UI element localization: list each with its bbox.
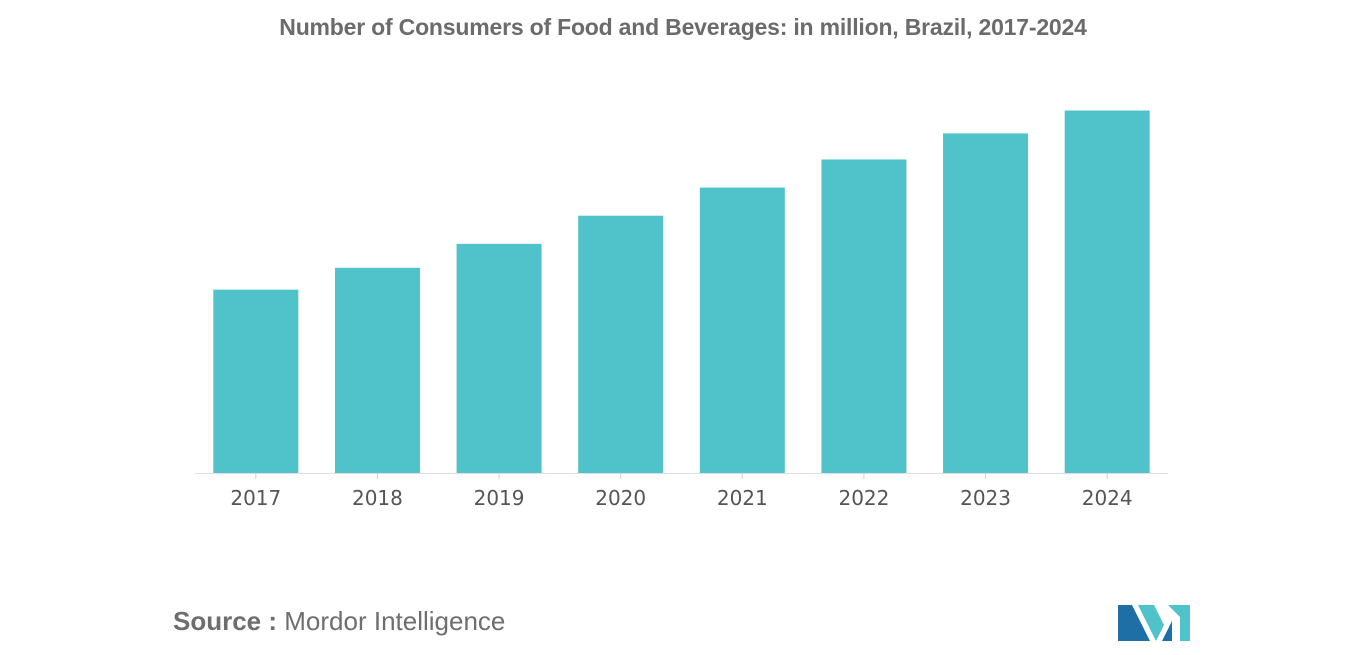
source-label: Source : (173, 606, 278, 636)
logo-left-shape (1118, 605, 1150, 641)
bars-group (213, 110, 1150, 474)
x-tick-label-2018: 2018 (352, 486, 403, 510)
chart-title: Number of Consumers of Food and Beverage… (279, 14, 1087, 40)
bar-2021 (699, 187, 785, 474)
x-tick-label-2021: 2021 (717, 486, 768, 510)
bar-2017 (213, 289, 299, 473)
bar-2022 (821, 159, 907, 474)
x-tick-label-2024: 2024 (1082, 486, 1133, 510)
x-ticks-group (255, 473, 1108, 479)
bar-2018 (334, 267, 420, 473)
logo-right-upper-shape (1168, 605, 1190, 641)
bar-2019 (456, 243, 542, 473)
bar-2023 (943, 133, 1029, 473)
bar-2024 (1064, 110, 1150, 473)
source-text: Mordor Intelligence (284, 606, 506, 636)
x-tick-label-2020: 2020 (595, 486, 646, 510)
bar-2020 (578, 215, 664, 474)
bar-chart: 2017 2018 2019 2020 2021 2022 2023 2024 (195, 110, 1168, 510)
x-tick-label-2023: 2023 (960, 486, 1011, 510)
logo-middle-shape (1138, 605, 1164, 641)
x-tick-label-2019: 2019 (474, 486, 525, 510)
source-line: Source : Mordor Intelligence (173, 606, 505, 637)
mordor-intelligence-logo-icon (1118, 605, 1190, 641)
x-tick-labels-group: 2017 2018 2019 2020 2021 2022 2023 2024 (230, 486, 1132, 510)
x-tick-label-2022: 2022 (838, 486, 889, 510)
logo-right-lower-shape (1162, 621, 1172, 641)
x-tick-label-2017: 2017 (230, 486, 281, 510)
